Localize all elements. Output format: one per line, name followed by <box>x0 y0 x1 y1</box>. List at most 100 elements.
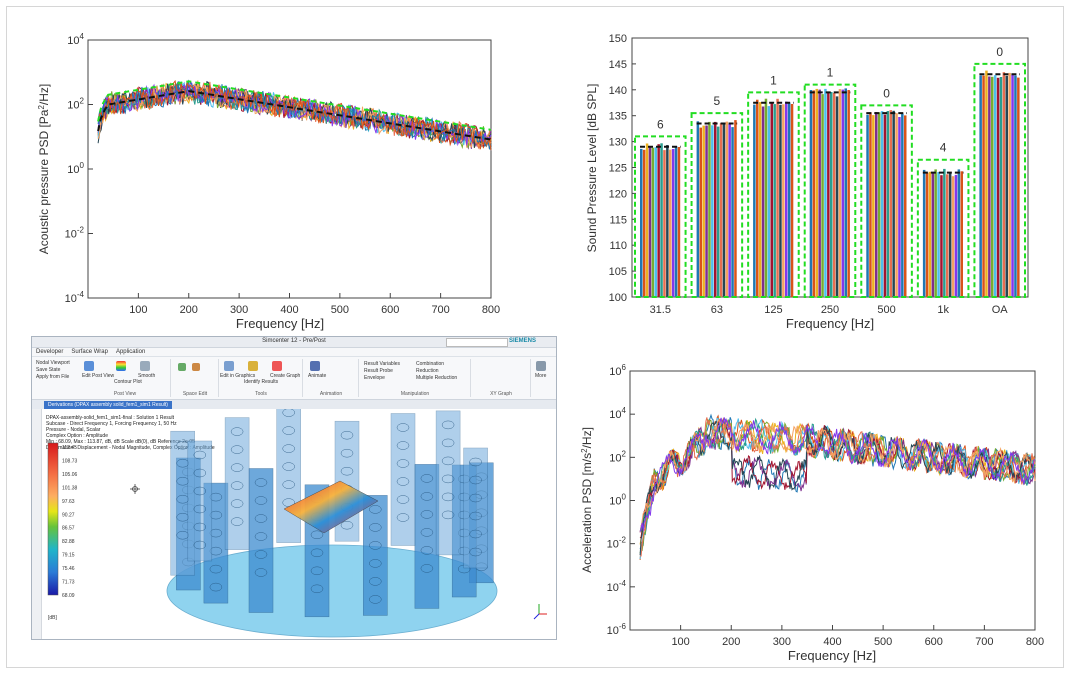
space-edit-icon[interactable] <box>178 363 186 371</box>
spl-bar <box>663 150 666 297</box>
spl-bar <box>1014 75 1017 297</box>
spl-bar <box>824 88 827 298</box>
accel-ytick-label: 100 <box>609 493 626 508</box>
contour-plot-label: Contour Plot <box>114 379 142 385</box>
smooth-icon[interactable] <box>140 361 150 371</box>
spl-bar <box>776 98 779 297</box>
accel-ytick-label: 10-4 <box>607 579 627 594</box>
sim-panel-hole <box>469 511 482 521</box>
ribbon-group-xy-graph: XY Graph <box>472 359 531 397</box>
sim-graphics-viewport[interactable]: DPAX-assembly-solid_fem1_sim1-final : So… <box>32 409 556 639</box>
sim-panel-hole <box>230 481 244 490</box>
spl-bar <box>1008 72 1011 298</box>
spl-bar <box>875 112 878 297</box>
sim-panel-hole <box>441 510 455 520</box>
accel-ytick-label: 10-2 <box>607 536 627 551</box>
spl-ytick-label: 140 <box>609 85 627 97</box>
acoustic-xtick-label: 100 <box>129 304 147 316</box>
accel-psd-chart: 106 104 102 100 10-2 10-4 10-6 100 200 300 400 500… <box>580 363 1045 663</box>
spl-bar <box>880 111 884 297</box>
spl-bar <box>1017 77 1020 297</box>
sim-panel-hole <box>254 532 268 541</box>
envelope-button[interactable]: Envelope <box>364 375 385 381</box>
spl-bar <box>835 96 839 298</box>
menu-surface-wrap[interactable]: Surface Wrap <box>71 349 108 355</box>
combination-button[interactable]: Combination <box>416 361 445 367</box>
spl-bar <box>954 174 958 297</box>
spl-bar <box>815 88 818 298</box>
spl-bar <box>988 76 991 297</box>
sim-legend-value: 68.09 <box>62 593 75 599</box>
sim-panel-hole <box>209 564 223 574</box>
sim-panel-hole <box>340 467 354 476</box>
spl-bar <box>1005 75 1008 297</box>
reduction-button[interactable]: Reduction <box>416 368 439 374</box>
create-graph-label: Create Graph <box>270 373 301 379</box>
acoustic-xtick-label: 700 <box>431 304 449 316</box>
ribbon-item-save-state[interactable]: Save State <box>36 367 61 373</box>
spl-bar <box>699 127 702 297</box>
menu-developer[interactable]: Developer <box>36 349 64 355</box>
spl-exceed-count: 6 <box>657 117 664 131</box>
spl-ytick-label: 135 <box>609 111 627 123</box>
create-graph-icon[interactable] <box>272 361 282 371</box>
ribbon-group-label-tools: Tools <box>255 391 267 397</box>
spl-bar <box>883 114 887 297</box>
space-edit-icon-2[interactable] <box>192 363 200 371</box>
spl-bar <box>928 171 932 297</box>
animate-icon[interactable] <box>310 361 320 371</box>
accel-xtick-label: 200 <box>722 636 740 648</box>
edit-post-view-icon[interactable] <box>84 361 94 371</box>
spl-bar <box>838 89 842 297</box>
spl-bar <box>725 121 729 297</box>
spl-bar <box>847 90 850 297</box>
animate-label: Animate <box>308 373 327 379</box>
spl-bar <box>869 112 872 297</box>
menu-application[interactable]: Application <box>115 349 146 355</box>
spl-bar <box>722 123 726 297</box>
multiple-reduction-button[interactable]: Multiple Reduction <box>416 375 458 381</box>
spl-band-label: 63 <box>711 304 723 316</box>
acoustic-mean-line <box>97 90 492 141</box>
spl-bar <box>934 169 937 297</box>
spl-bar <box>719 123 723 297</box>
acoustic-xtick-label: 800 <box>482 304 500 316</box>
tab-derivations[interactable]: Derivations (DPAX assembly solid_fem1_si… <box>44 401 172 409</box>
spl-ytick-label: 145 <box>609 59 627 71</box>
result-variables-button[interactable]: Result Variables <box>364 361 401 367</box>
more-icon[interactable] <box>536 361 546 371</box>
spl-band-label: OA <box>992 304 1009 316</box>
info-line: DPAX-assembly-solid_fem1_sim1-final : So… <box>46 415 175 421</box>
spl-bar <box>830 92 833 297</box>
contour-plot-icon[interactable] <box>116 361 126 371</box>
info-line: Pressure - Nodal, Scalar <box>46 427 101 433</box>
spl-limit-box <box>747 91 800 298</box>
sim-model-svg: 112.45 108.73 105.06 101.38 97.63 90.27 86.57 8… <box>47 409 547 638</box>
sim-resource-bar <box>32 409 42 639</box>
sim-search-input[interactable] <box>446 338 508 347</box>
spl-limit-box <box>860 104 913 298</box>
sim-legend-value: 75.46 <box>62 566 75 572</box>
sim-legend-value: 101.38 <box>62 485 78 491</box>
spl-bar <box>714 121 717 298</box>
edit-in-graphics-icon[interactable] <box>224 361 234 371</box>
ribbon-item-apply-from-file[interactable]: Apply from File <box>36 374 70 380</box>
ribbon-item-nodal-viewport[interactable]: Nodal Viewport <box>36 360 70 366</box>
spl-exceed-count: 1 <box>770 73 777 87</box>
result-probe-button[interactable]: Result Probe <box>364 368 393 374</box>
ribbon-group-space-edit: Space Edit <box>172 359 219 397</box>
spl-bar <box>782 104 785 297</box>
spl-bar <box>877 112 881 297</box>
siemens-logo: SIEMENS <box>508 338 536 344</box>
sim-titlebar: Simcenter 12 - Pre/Post SIEMENS <box>32 337 556 348</box>
spl-bar <box>773 104 776 297</box>
sim-panel-hole <box>209 582 223 592</box>
sim-panel-hole <box>396 441 410 450</box>
sim-wall-panel <box>390 413 416 546</box>
identify-results-icon[interactable] <box>248 361 258 371</box>
accel-series-line <box>639 418 1036 533</box>
spl-bar <box>654 147 657 297</box>
acoustic-xtick-label: 200 <box>180 304 198 316</box>
accel-ytick-label: 104 <box>609 406 626 421</box>
sim-legend-value: 105.06 <box>62 472 78 478</box>
